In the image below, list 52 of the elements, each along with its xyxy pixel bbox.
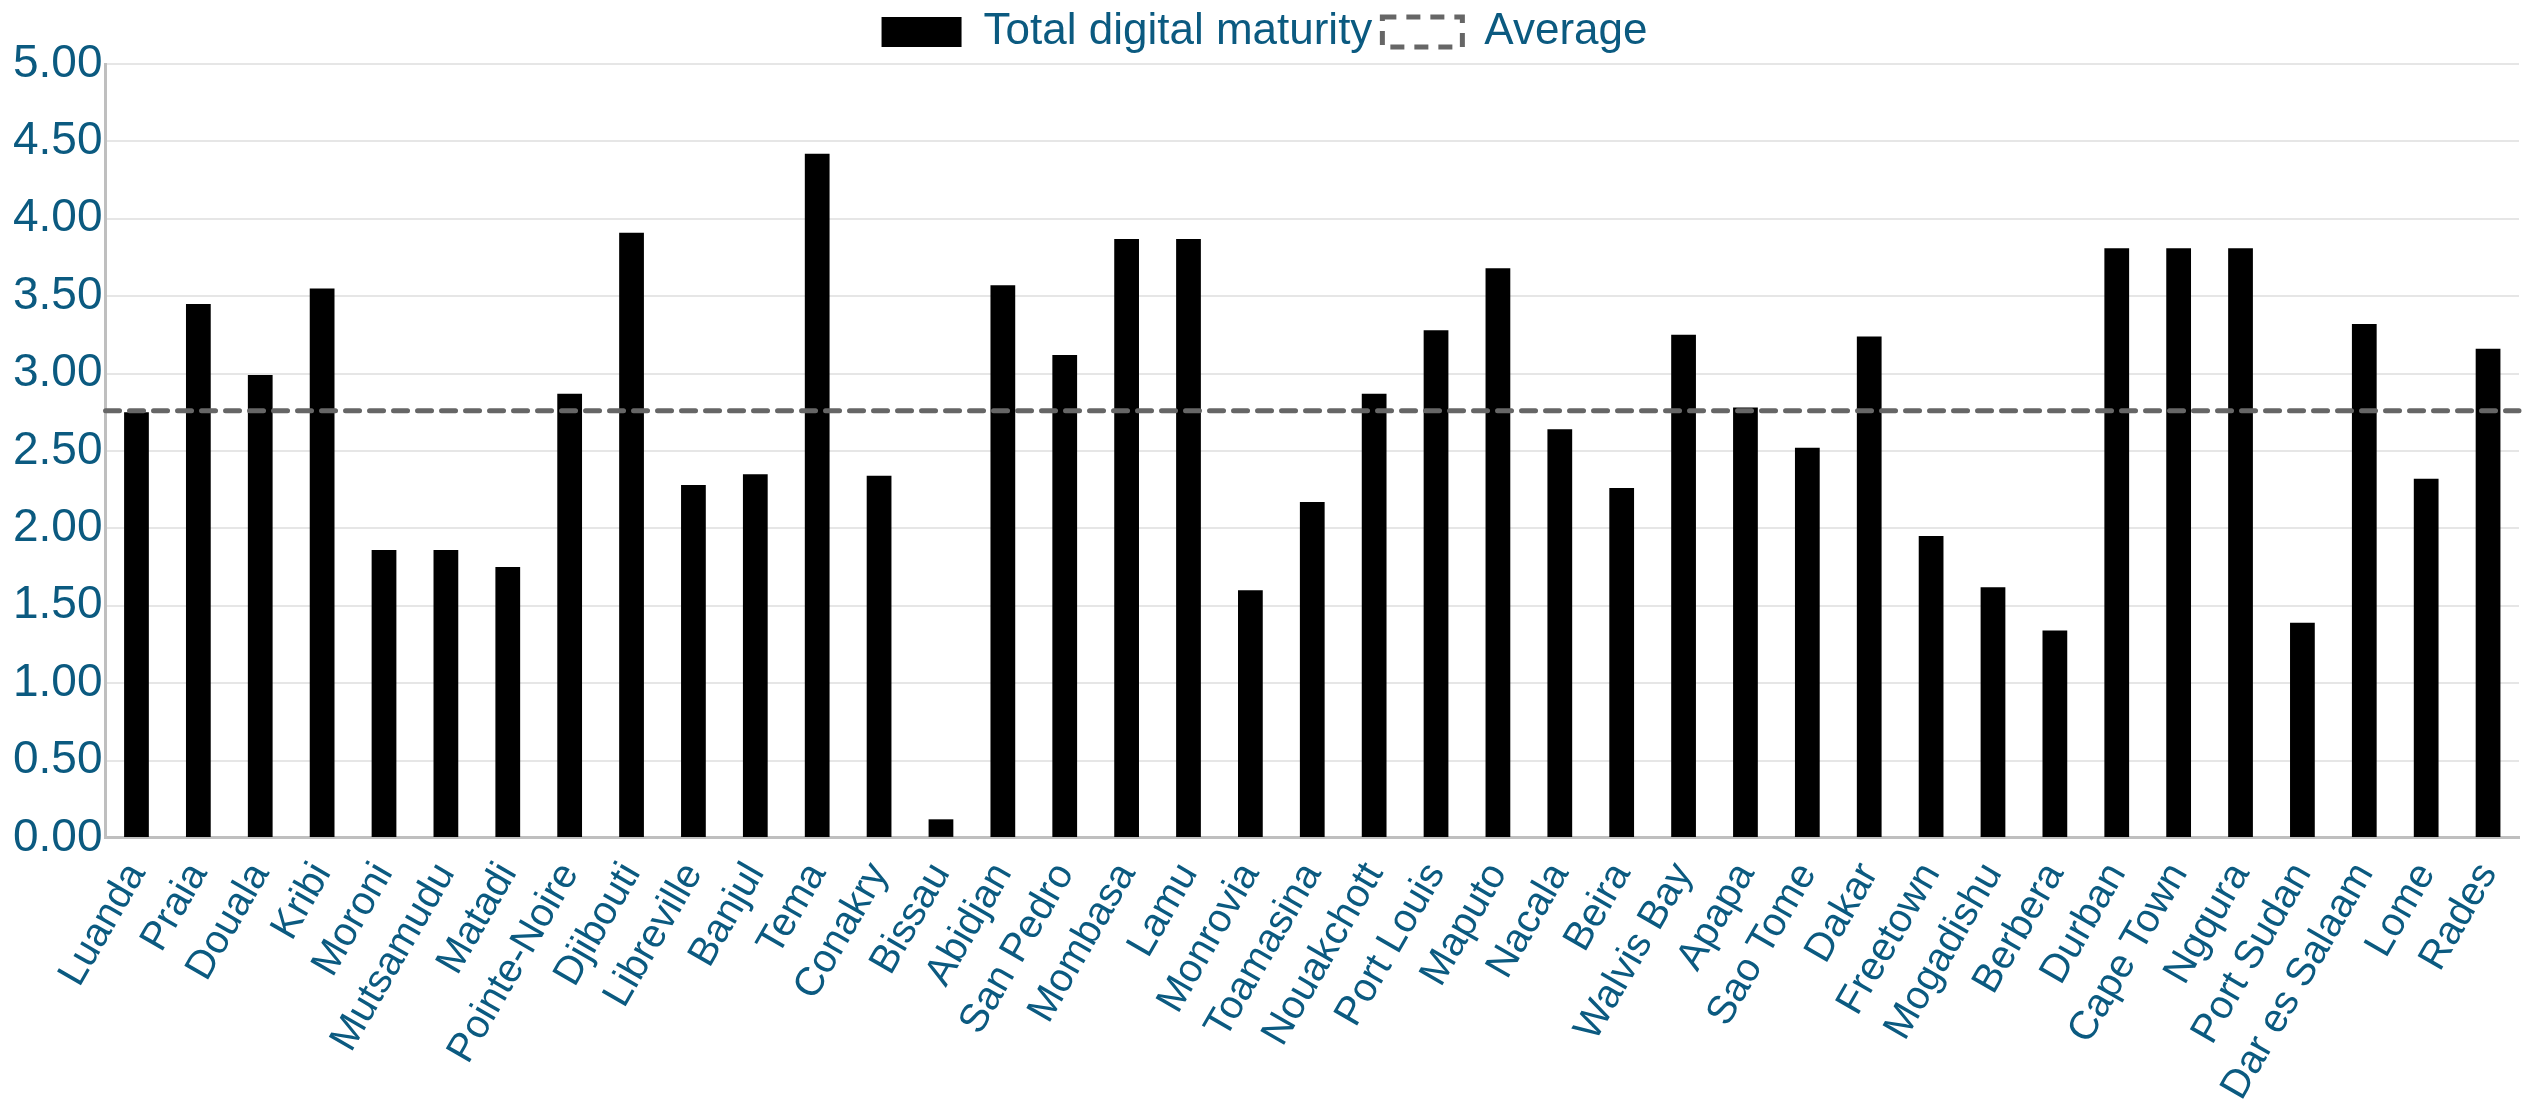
bar	[124, 412, 149, 837]
y-tick-label: 2.50	[13, 421, 103, 474]
bar	[1361, 393, 1387, 837]
y-tick-label: 3.00	[13, 344, 103, 397]
y-tick-label: 0.00	[13, 808, 103, 861]
bar	[990, 285, 1016, 837]
bar	[1671, 334, 1696, 837]
bar	[1052, 354, 1078, 837]
bar	[2166, 248, 2192, 837]
y-tick-label: 1.50	[13, 576, 103, 629]
bar	[2475, 348, 2501, 837]
bar	[1238, 590, 1263, 837]
bar	[2413, 478, 2439, 837]
bar	[247, 375, 273, 837]
bar	[557, 393, 583, 837]
y-tick-label: 4.00	[13, 189, 103, 242]
bar	[1856, 336, 1882, 837]
bar	[495, 567, 521, 837]
bar	[2228, 248, 2253, 837]
bar	[2104, 248, 2130, 837]
bar	[1980, 587, 2006, 837]
bar	[309, 288, 335, 837]
bar	[1794, 447, 1820, 837]
bar	[1423, 330, 1449, 837]
y-tick-label: 3.50	[13, 266, 103, 319]
bar	[1114, 238, 1139, 837]
bar	[866, 475, 892, 837]
y-tick-label: 2.00	[13, 499, 103, 552]
bar	[1485, 268, 1511, 837]
bar	[1176, 238, 1201, 837]
y-tick-label: 5.00	[13, 34, 103, 87]
bar	[371, 550, 397, 837]
bar	[433, 550, 459, 837]
bar	[804, 153, 830, 837]
y-tick-label: 4.50	[13, 112, 103, 165]
bar	[1918, 536, 1944, 837]
bar	[1299, 502, 1325, 837]
bar	[928, 819, 954, 837]
bar	[1733, 407, 1758, 837]
bar	[2042, 630, 2068, 837]
bar	[619, 232, 644, 837]
bar	[1609, 488, 1635, 837]
bar	[1547, 429, 1573, 837]
bar	[185, 303, 211, 837]
bar	[2351, 324, 2377, 837]
bar	[681, 485, 706, 837]
y-tick-label: 0.50	[13, 731, 103, 784]
y-tick-label: 1.00	[13, 653, 103, 706]
bar	[2290, 622, 2315, 837]
legend-label: Average	[1484, 4, 1648, 54]
bar	[742, 474, 768, 837]
legend-label: Total digital maturity	[983, 4, 1373, 54]
